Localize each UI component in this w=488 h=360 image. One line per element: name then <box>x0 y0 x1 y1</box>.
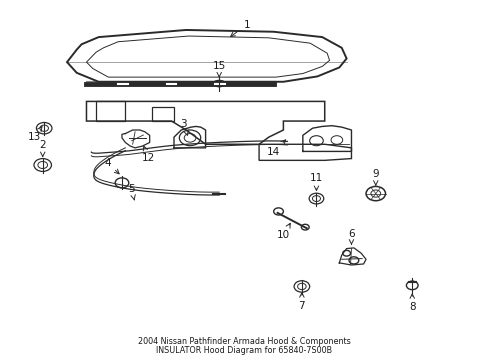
Text: 12: 12 <box>142 146 155 163</box>
Text: 2: 2 <box>40 140 46 157</box>
Text: 3: 3 <box>180 118 188 135</box>
Text: 8: 8 <box>408 294 415 312</box>
Text: 1: 1 <box>230 19 250 37</box>
Text: 7: 7 <box>298 293 305 311</box>
Bar <box>96 102 125 121</box>
Bar <box>152 107 174 121</box>
Text: 6: 6 <box>347 229 354 244</box>
Text: 2004 Nissan Pathfinder Armada Hood & Components: 2004 Nissan Pathfinder Armada Hood & Com… <box>138 337 350 346</box>
Text: 4: 4 <box>104 158 119 174</box>
Text: 14: 14 <box>266 140 285 157</box>
Text: 11: 11 <box>309 173 323 190</box>
Text: 10: 10 <box>276 223 290 240</box>
Text: 9: 9 <box>372 168 378 185</box>
Text: 13: 13 <box>28 127 42 142</box>
Text: INSULATOR Hood Diagram for 65840-7S00B: INSULATOR Hood Diagram for 65840-7S00B <box>156 346 332 355</box>
Text: 5: 5 <box>128 184 135 200</box>
Text: 15: 15 <box>212 61 225 77</box>
